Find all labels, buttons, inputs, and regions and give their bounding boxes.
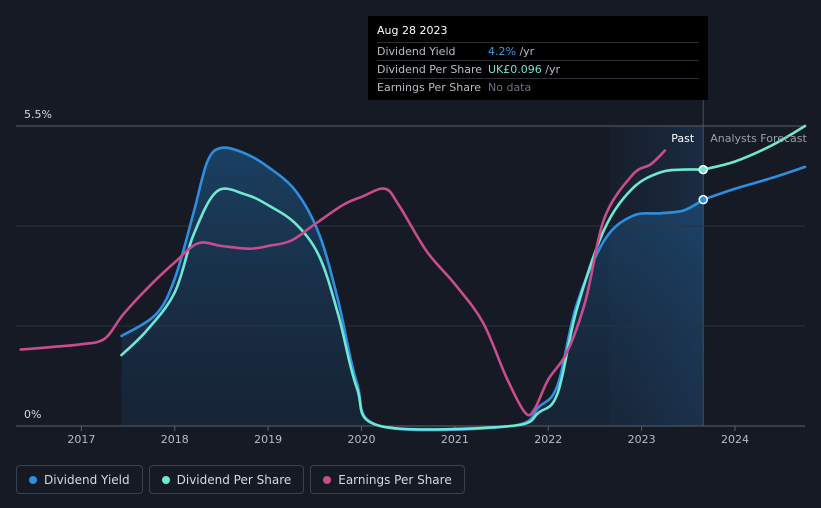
x-tick-label: 2018 — [161, 433, 189, 446]
chart-tooltip: Aug 28 2023 Dividend Yield 4.2% /yr Divi… — [368, 16, 708, 100]
forecast-label: Analysts Forecast — [710, 132, 807, 145]
legend-dot-icon — [161, 475, 170, 484]
y-tick-label: 0% — [24, 408, 41, 421]
forecast-line-dividend-yield — [701, 165, 807, 201]
forecast-line-dividend-per-share — [701, 124, 807, 171]
line-dividend-yield — [120, 146, 705, 432]
legend-dot-icon — [323, 475, 332, 484]
legend-label: Earnings Per Share — [338, 472, 452, 487]
x-tick-label: 2019 — [254, 433, 282, 446]
y-tick-label: 5.5% — [24, 108, 52, 121]
x-tick-label: 2020 — [347, 433, 375, 446]
chart-legend: Dividend Yield Dividend Per Share Earnin… — [16, 465, 465, 494]
area-dividend-yield — [121, 147, 704, 431]
tooltip-row-dividend-yield: Dividend Yield 4.2% /yr — [377, 42, 699, 60]
tooltip-value: 4.2% — [488, 45, 516, 58]
x-tick-label: 2022 — [534, 433, 562, 446]
tooltip-value: No data — [488, 81, 532, 94]
line-dividend-per-share — [120, 168, 705, 431]
legend-item-earnings-per-share[interactable]: Earnings Per Share — [310, 465, 465, 494]
marker-dividend-yield — [698, 194, 708, 205]
past-label: Past — [671, 132, 695, 145]
x-tick-label: 2024 — [721, 433, 749, 446]
marker-dividend-per-share — [698, 164, 708, 175]
legend-label: Dividend Yield — [44, 472, 130, 487]
legend-dot-icon — [29, 475, 37, 484]
legend-item-dividend-per-share[interactable]: Dividend Per Share — [148, 465, 305, 494]
tooltip-unit: /yr — [515, 45, 535, 58]
tooltip-row-dividend-per-share: Dividend Per Share UK£0.096 /yr — [377, 60, 699, 78]
x-tick-label: 2021 — [441, 433, 469, 446]
tooltip-value: UK£0.096 — [488, 63, 542, 76]
tooltip-unit: /yr — [541, 63, 561, 76]
tooltip-label: Dividend Yield — [377, 45, 456, 58]
tooltip-label: Earnings Per Share — [377, 81, 482, 94]
tooltip-date: Aug 28 2023 — [377, 24, 448, 37]
tooltip-row-earnings-per-share: Earnings Per Share No data — [377, 78, 699, 96]
legend-item-dividend-yield[interactable]: Dividend Yield — [16, 465, 143, 494]
legend-label: Dividend Per Share — [176, 472, 292, 487]
tooltip-label: Dividend Per Share — [377, 63, 483, 76]
x-tick-label: 2023 — [628, 433, 656, 446]
x-tick-label: 2017 — [67, 433, 95, 446]
line-earnings-per-share — [19, 149, 667, 417]
